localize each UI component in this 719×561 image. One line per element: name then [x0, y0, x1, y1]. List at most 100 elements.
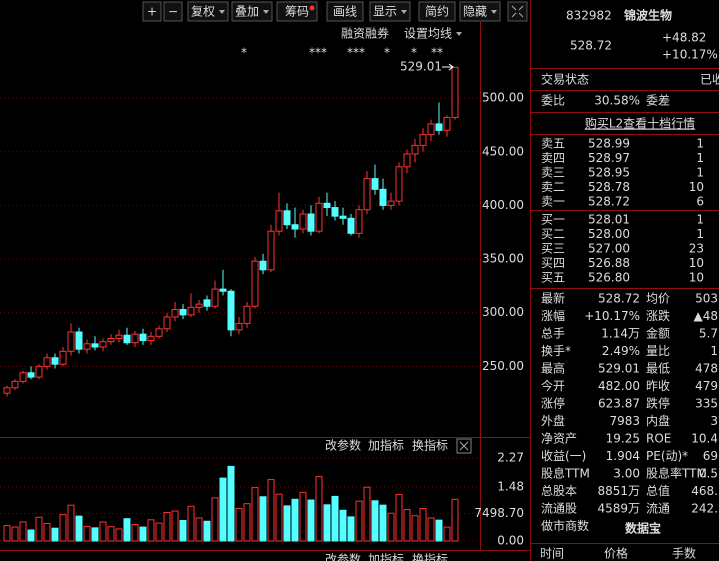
candle-body: [235, 322, 243, 331]
volume-bar: [411, 515, 419, 542]
candle-body: [451, 66, 459, 118]
stat-label: 内盘: [646, 413, 670, 428]
volume-bar: [387, 512, 395, 542]
toolbar-button[interactable]: [187, 1, 229, 22]
book-label: 买二: [541, 227, 565, 241]
volume-bar: [267, 479, 275, 542]
close-button[interactable]: [456, 438, 472, 454]
volume-bar: [275, 493, 283, 542]
toolbar-label[interactable]: 简约: [425, 4, 449, 19]
volume-bar: [379, 504, 387, 542]
candle-body: [43, 357, 51, 367]
stat-value: 5.7: [699, 327, 718, 341]
volume-bar: [99, 521, 107, 542]
y-tick-label: 0.00: [497, 534, 524, 548]
stat-value: 503: [695, 292, 718, 306]
y-tick-label: 1.48: [497, 479, 524, 493]
volume-bar: [43, 522, 51, 542]
fullscreen-button[interactable]: [507, 1, 528, 22]
volume-bar: [83, 525, 91, 542]
volume-bar: [323, 504, 331, 542]
stat-label: 涨停: [541, 396, 565, 411]
toolbar-button[interactable]: [326, 1, 364, 22]
panel-button[interactable]: 加指标: [368, 552, 404, 561]
book-price: 526.88: [588, 256, 630, 270]
candle-body: [179, 308, 187, 316]
volume-bar: [435, 519, 443, 542]
l2-link[interactable]: 购买L2查看十档行情: [585, 116, 695, 131]
toolbar-label[interactable]: −: [168, 5, 178, 19]
candle-body: [355, 209, 363, 234]
candle-body: [427, 123, 435, 136]
candle-body: [299, 213, 307, 230]
value: 30.58%: [594, 94, 640, 108]
toolbar-button[interactable]: [276, 1, 318, 22]
sub-button[interactable]: 设置均线: [404, 27, 452, 41]
volume-bar: [355, 500, 363, 542]
book-label: 买四: [541, 256, 565, 270]
stat-value: 468.: [691, 484, 718, 498]
label: 委差: [646, 94, 670, 108]
panel-button[interactable]: 改参数: [325, 438, 361, 453]
book-price: 528.95: [588, 166, 630, 180]
panel-button[interactable]: 换指标: [412, 552, 448, 561]
volume-bar: [163, 511, 171, 542]
stat-label: 总股本: [541, 484, 577, 498]
stat-value: 623.87: [598, 397, 640, 411]
annotation-arrow: [442, 63, 454, 71]
book-label: 卖一: [541, 195, 565, 209]
candle-body: [203, 299, 211, 307]
toolbar-label[interactable]: 叠加: [235, 5, 259, 19]
volume-bar: [155, 522, 163, 542]
candle-body: [331, 207, 339, 217]
volume-bar: [307, 499, 315, 542]
sub-button[interactable]: 融资融券: [341, 26, 389, 41]
y-tick-label: 300.00: [482, 305, 524, 319]
stat-label: ROE: [646, 432, 671, 446]
panel-button[interactable]: 改参数: [325, 552, 361, 561]
stat-value: 0.5: [699, 467, 718, 481]
volume-bar: [347, 516, 355, 542]
toolbar-label[interactable]: 筹码: [285, 5, 309, 19]
book-volume: 23: [689, 242, 704, 256]
stat-value: 10.4: [691, 432, 718, 446]
toolbar-button[interactable]: [459, 1, 501, 22]
book-volume: 10: [689, 271, 704, 285]
candle-body: [395, 166, 403, 202]
stat-value: 19.25: [606, 432, 640, 446]
stat-value: 479: [695, 379, 718, 393]
stat-value: 529.01: [598, 362, 640, 376]
stat-value: 3: [710, 414, 718, 428]
dropdown-arrow: [491, 10, 497, 14]
stat-label: 均价: [646, 292, 670, 306]
volume-bar: [403, 509, 411, 542]
book-price: 528.78: [588, 180, 630, 194]
candle-body: [67, 331, 75, 352]
volume-bar: [219, 477, 227, 542]
candle-body: [291, 224, 299, 230]
stat-label: 做市商数: [541, 518, 589, 533]
toolbar-button[interactable]: [163, 1, 183, 22]
toolbar-label[interactable]: 画线: [333, 5, 357, 19]
close-icon: [459, 441, 469, 451]
toolbar-button[interactable]: [418, 1, 456, 22]
volume-bar: [19, 521, 27, 542]
book-label: 卖三: [541, 166, 565, 180]
stat-label: 流通股: [541, 502, 577, 516]
toolbar-button[interactable]: [142, 1, 162, 22]
toolbar-button[interactable]: [369, 1, 411, 22]
stat-label: 金额: [646, 326, 670, 341]
toolbar-label[interactable]: 隐藏: [463, 5, 487, 19]
value: 已收: [700, 73, 719, 87]
panel-button[interactable]: 加指标: [368, 438, 404, 453]
toolbar-label[interactable]: +: [147, 5, 157, 19]
toolbar-label[interactable]: 复权: [191, 5, 215, 19]
panel-button[interactable]: 换指标: [412, 438, 448, 453]
volume-bar: [291, 498, 299, 542]
candle-body: [131, 333, 139, 344]
toolbar-button[interactable]: [231, 1, 273, 22]
book-volume: 1: [696, 213, 704, 227]
volume-bar: [331, 495, 339, 542]
toolbar-label[interactable]: 显示: [373, 5, 397, 19]
candle-body: [251, 260, 259, 307]
